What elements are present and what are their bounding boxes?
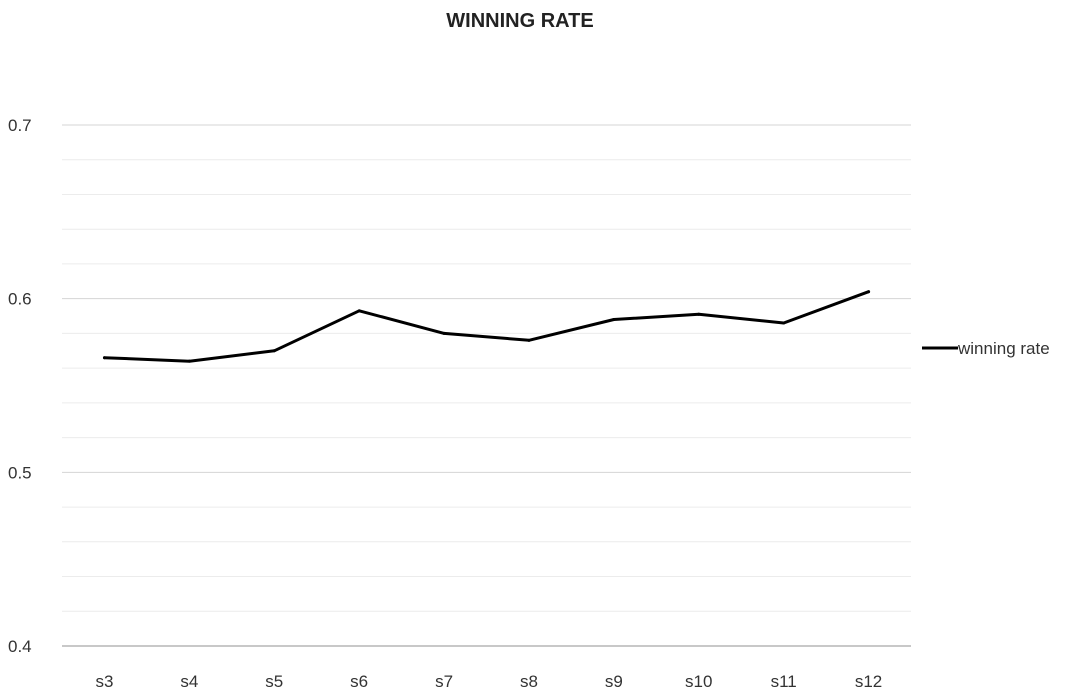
chart-title: WINNING RATE [446,10,593,32]
x-tick-label: s7 [435,672,453,691]
x-axis: s3 s4 s5 s6 s7 s8 s9 s10 s11 s12 [62,645,911,691]
data-point [442,331,446,335]
data-point [102,356,106,360]
legend: winning rate [922,339,1050,358]
x-tick-label: s12 [855,672,882,691]
y-tick-label: 0.4 [8,637,32,656]
x-tick-label: s6 [350,672,368,691]
y-axis: 0.4 0.5 0.6 0.7 [8,116,32,656]
x-tick-label: s8 [520,672,538,691]
data-point [357,309,361,313]
x-tick-label: s10 [685,672,712,691]
x-tick-label: s11 [771,672,797,691]
x-tick-label: s5 [265,672,283,691]
legend-label-winning-rate: winning rate [957,339,1050,358]
y-tick-label: 0.5 [8,463,32,482]
data-point [782,321,786,325]
x-tick-label: s9 [605,672,623,691]
data-point [272,349,276,353]
grid-lines [62,124,911,612]
data-point [697,312,701,316]
series-line-winning-rate [103,290,871,363]
data-point [612,318,616,322]
data-point [187,359,191,363]
series-layer [102,290,871,363]
x-tick-label: s3 [95,672,113,691]
x-tick-label: s4 [180,672,198,691]
y-tick-label: 0.6 [8,290,32,309]
y-tick-label: 0.7 [8,116,32,135]
data-point [867,290,871,294]
data-point [527,338,531,342]
